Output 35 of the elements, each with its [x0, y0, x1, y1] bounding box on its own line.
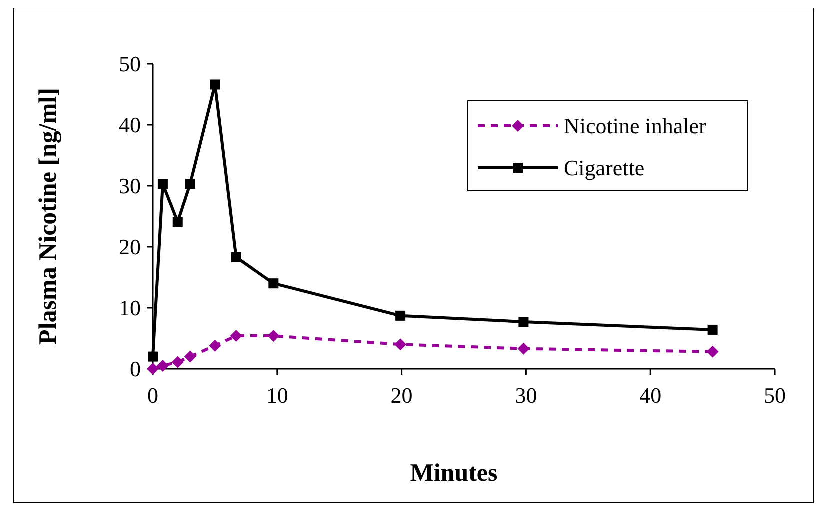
point [231, 252, 242, 262]
x-axis-title: Minutes [410, 460, 498, 487]
point [394, 338, 407, 351]
point [172, 356, 184, 368]
x-tick-label: 40 [640, 383, 662, 408]
x-tick-label: 30 [515, 383, 538, 408]
point [706, 346, 719, 358]
point [172, 216, 183, 227]
legend-label: Cigarette [564, 156, 645, 181]
point [156, 360, 169, 372]
legend-label: Nicotine inhaler [564, 114, 708, 139]
y-tick-label: 50 [119, 52, 141, 77]
y-tick-label: 0 [130, 356, 141, 382]
point [518, 317, 529, 328]
y-tick-label: 30 [119, 174, 141, 199]
y-tick-label: 40 [119, 112, 141, 138]
point [518, 342, 530, 355]
point [708, 324, 718, 335]
point [184, 350, 196, 363]
point [210, 80, 220, 90]
x-tick-label: 50 [764, 383, 786, 408]
point [268, 278, 279, 289]
point [230, 330, 242, 342]
point [148, 352, 158, 362]
point [268, 330, 280, 342]
point [396, 310, 406, 321]
x-tick-label: 20 [390, 383, 413, 408]
point [158, 179, 168, 190]
point [209, 340, 222, 352]
y-axis-title: Plasma Nicotine [ng/ml] [35, 88, 62, 345]
y-tick-label: 20 [119, 234, 141, 260]
x-tick-label: 0 [148, 383, 158, 408]
x-tick-label: 10 [266, 383, 288, 408]
point [185, 179, 196, 190]
y-tick-label: 10 [119, 296, 141, 321]
